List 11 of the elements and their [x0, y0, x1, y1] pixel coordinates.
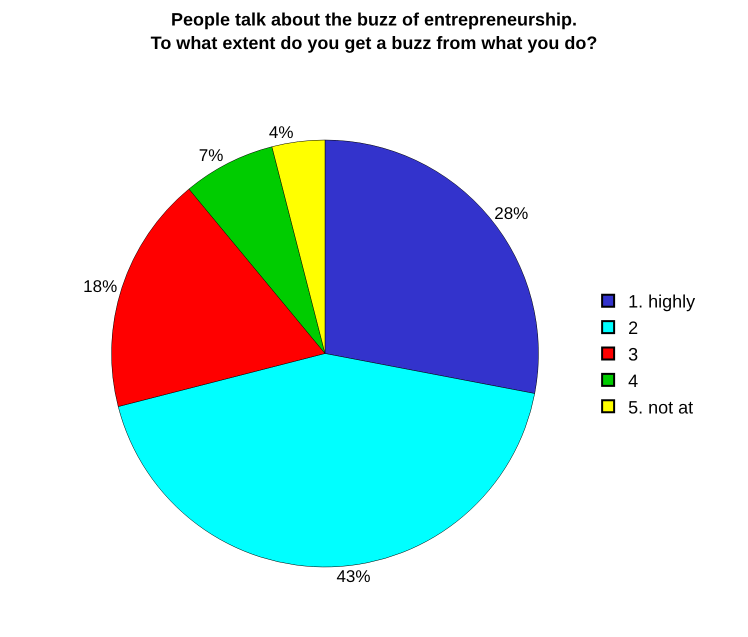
legend-label: 2	[628, 318, 638, 338]
data-label: 7%	[198, 146, 224, 166]
legend-label: 4	[628, 370, 638, 391]
data-label: 43%	[336, 566, 370, 586]
chart-title: People talk about the buzz of entrepreneurship. To what extent do you get a buzz from what you do?	[150, 9, 598, 53]
legend-label: 3	[628, 344, 638, 365]
data-label: 28%	[494, 204, 528, 224]
data-label: 4%	[268, 122, 294, 142]
data-label: 18%	[83, 277, 118, 296]
legend-label: 1. highly	[628, 292, 696, 312]
legend-label: 5. not at	[628, 397, 694, 418]
